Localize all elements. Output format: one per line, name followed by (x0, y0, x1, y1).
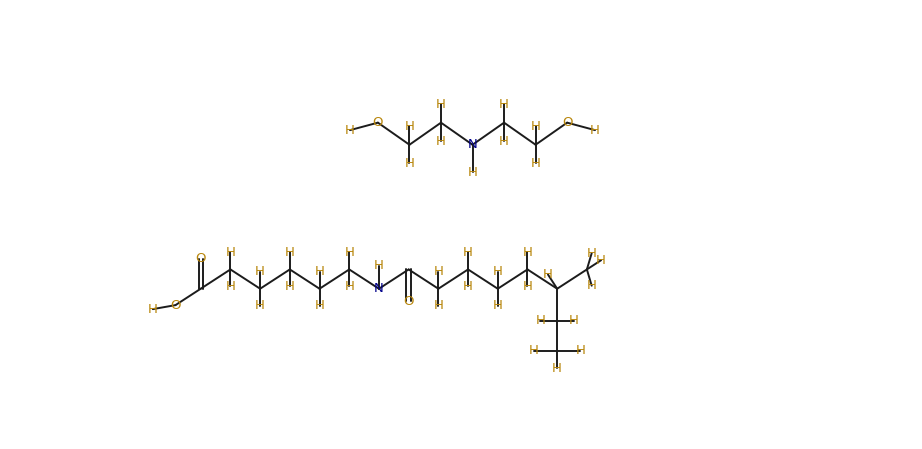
Text: H: H (590, 123, 600, 136)
Text: H: H (344, 280, 354, 293)
Text: H: H (463, 280, 473, 293)
Text: H: H (226, 280, 235, 293)
Text: H: H (467, 166, 478, 179)
Text: H: H (523, 246, 532, 259)
Text: H: H (433, 299, 443, 312)
Text: N: N (467, 138, 478, 151)
Text: O: O (404, 295, 414, 308)
Text: H: H (586, 279, 597, 292)
Text: H: H (433, 265, 443, 278)
Text: H: H (344, 246, 354, 259)
Text: H: H (523, 280, 532, 293)
Text: H: H (499, 135, 509, 148)
Text: H: H (285, 246, 295, 259)
Text: N: N (374, 282, 384, 295)
Text: H: H (569, 314, 579, 327)
Text: H: H (552, 362, 562, 375)
Text: O: O (195, 252, 206, 265)
Text: H: H (531, 120, 540, 133)
Text: H: H (255, 265, 265, 278)
Text: H: H (314, 299, 325, 312)
Text: H: H (543, 268, 553, 281)
Text: H: H (374, 259, 384, 272)
Text: H: H (586, 247, 597, 260)
Text: O: O (561, 116, 573, 129)
Text: H: H (536, 314, 545, 327)
Text: H: H (314, 265, 325, 278)
Text: H: H (493, 265, 502, 278)
Text: H: H (597, 254, 606, 267)
Text: H: H (463, 246, 473, 259)
Text: H: H (345, 123, 355, 136)
Text: H: H (255, 299, 265, 312)
Text: H: H (285, 280, 295, 293)
Text: H: H (529, 344, 539, 357)
Text: H: H (499, 98, 509, 110)
Text: O: O (171, 299, 181, 312)
Text: H: H (226, 246, 235, 259)
Text: H: H (493, 299, 502, 312)
Text: H: H (436, 98, 446, 110)
Text: O: O (372, 116, 384, 129)
Text: H: H (148, 303, 158, 316)
Text: H: H (405, 120, 414, 133)
Text: H: H (405, 157, 414, 170)
Text: H: H (436, 135, 446, 148)
Text: H: H (531, 157, 540, 170)
Text: H: H (575, 344, 585, 357)
